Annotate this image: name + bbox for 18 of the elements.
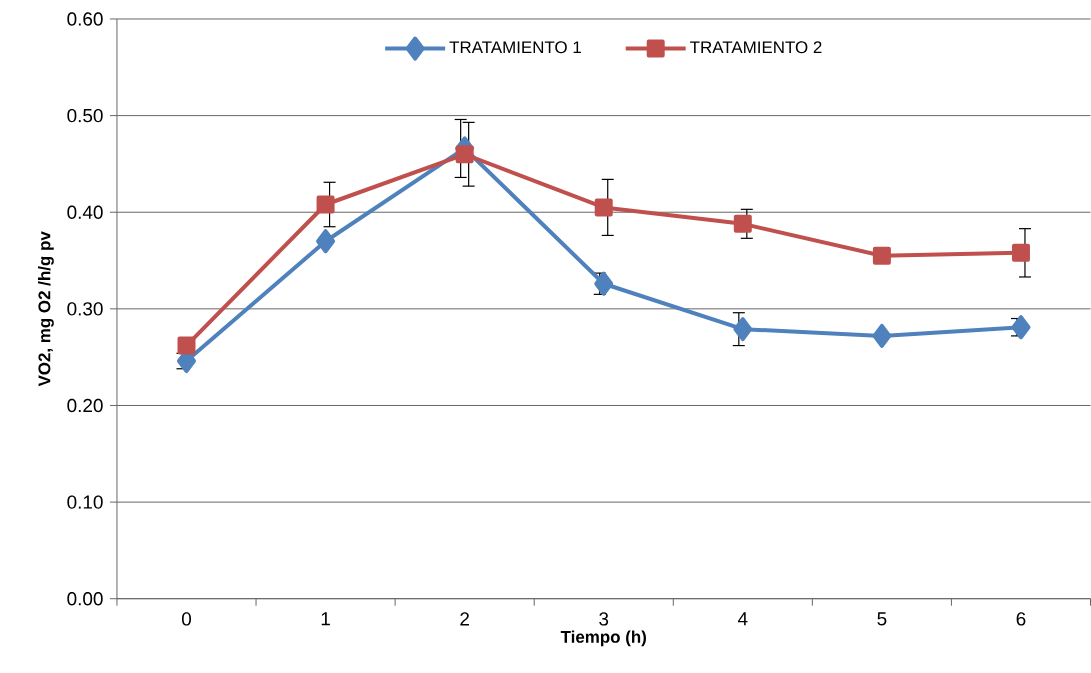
x-tick-label: 5 [877,612,887,626]
y-tick-label: 0.00 [67,592,103,606]
y-tick-label: 0.60 [67,12,103,26]
x-tick-label: 6 [1016,612,1026,626]
x-tick-label: 3 [599,612,609,626]
y-tick-label: 0.40 [67,205,103,220]
legend-label: TRATAMIENTO 2 [690,41,822,54]
y-tick-label: 0.50 [67,109,103,123]
legend-label: TRATAMIENTO 1 [449,41,581,54]
x-tick-label: 4 [737,612,748,626]
x-axis-title: Tiempo (h) [560,630,646,647]
y-axis-title: VO2, mg O2 /h/g pv [37,231,54,387]
y-tick-label: 0.10 [67,495,103,509]
y-tick-label: 0.30 [67,302,103,316]
x-tick-label: 1 [321,612,330,626]
y-tick-label: 0.20 [67,398,103,413]
x-tick-label: 2 [460,612,469,626]
x-tick-label: 0 [181,612,192,626]
